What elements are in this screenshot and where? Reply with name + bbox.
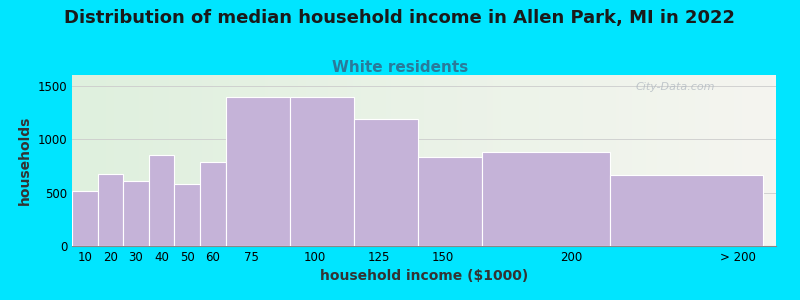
Bar xyxy=(226,98,290,246)
Text: City-Data.com: City-Data.com xyxy=(635,82,714,92)
Bar xyxy=(174,184,200,246)
Text: Distribution of median household income in Allen Park, MI in 2022: Distribution of median household income … xyxy=(65,9,735,27)
Bar xyxy=(354,119,418,246)
Bar xyxy=(123,181,149,246)
Y-axis label: households: households xyxy=(18,116,32,205)
X-axis label: household income ($1000): household income ($1000) xyxy=(320,269,528,284)
Bar xyxy=(418,157,482,246)
Text: White residents: White residents xyxy=(332,60,468,75)
Bar xyxy=(482,152,610,246)
Bar xyxy=(98,174,123,246)
Bar xyxy=(200,162,226,246)
Bar xyxy=(610,176,763,246)
Bar xyxy=(149,155,174,246)
Bar xyxy=(290,98,354,246)
Bar xyxy=(72,191,98,246)
